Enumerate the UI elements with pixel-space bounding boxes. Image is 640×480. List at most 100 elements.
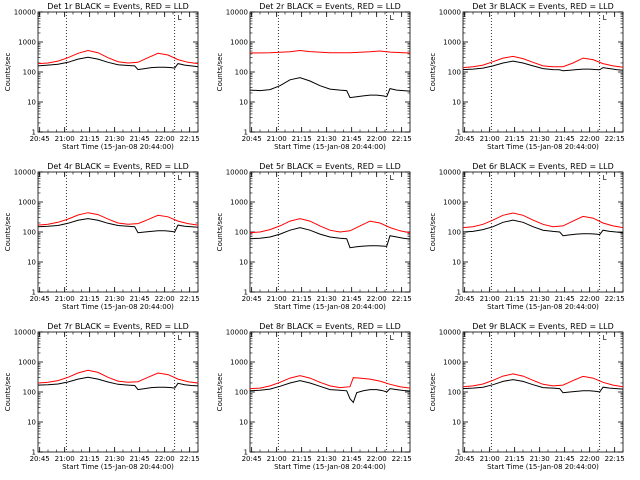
y-tick-label: 10 bbox=[27, 419, 36, 427]
x-tick-label: 21:00 bbox=[480, 295, 500, 303]
x-tick-label: 20:45 bbox=[455, 455, 475, 463]
y-axis-label: Counts/sec bbox=[216, 373, 224, 412]
y-axis-label: Counts/sec bbox=[4, 213, 12, 252]
x-tick-label: 21:00 bbox=[267, 295, 287, 303]
series-line-lld bbox=[37, 369, 199, 384]
detector-panel-9: Det 9r BLACK = Events, RED = LLD 1 10 100 10… bbox=[429, 322, 625, 471]
y-tick-label: 1000 bbox=[18, 359, 36, 367]
x-tick-label: 22:15 bbox=[605, 455, 625, 463]
panel-title: Det 9r BLACK = Events, RED = LLD bbox=[472, 322, 614, 331]
y-tick-label: 10 bbox=[452, 259, 461, 267]
x-tick-label: 21:15 bbox=[80, 135, 100, 143]
x-tick-label: 22:15 bbox=[180, 135, 200, 143]
x-tick-label: 22:15 bbox=[180, 455, 200, 463]
x-tick-label: 22:15 bbox=[392, 135, 412, 143]
x-tick-label: 20:45 bbox=[30, 135, 50, 143]
y-tick-label: 10000 bbox=[226, 9, 248, 17]
x-tick-label: 21:45 bbox=[342, 295, 362, 303]
y-tick-label: 1 bbox=[457, 289, 461, 297]
x-tick-label: 21:15 bbox=[80, 295, 100, 303]
y-tick-label: 100 bbox=[235, 229, 248, 237]
y-tick-label: 1000 bbox=[18, 199, 36, 207]
panel-title: Det 8r BLACK = Events, RED = LLD bbox=[259, 322, 401, 331]
y-tick-label: 1 bbox=[244, 289, 248, 297]
y-tick-label: 10000 bbox=[226, 169, 248, 177]
x-axis-label: Start Time (15-Jan-08 20:44:00) bbox=[274, 303, 386, 311]
x-tick-label: 22:00 bbox=[155, 135, 175, 143]
series-line-lld bbox=[249, 49, 411, 54]
x-tick-label: 21:30 bbox=[105, 135, 125, 143]
y-tick-label: 1 bbox=[32, 449, 36, 457]
marker-annotation: L bbox=[390, 174, 394, 182]
y-tick-label: 1000 bbox=[18, 39, 36, 47]
plot-frame bbox=[462, 171, 624, 293]
x-tick-label: 20:45 bbox=[30, 455, 50, 463]
y-tick-label: 100 bbox=[23, 229, 36, 237]
y-tick-label: 100 bbox=[23, 389, 36, 397]
detector-panel-6: Det 6r BLACK = Events, RED = LLD 1 10 100 10… bbox=[429, 162, 625, 311]
y-tick-label: 1 bbox=[457, 449, 461, 457]
x-tick-label: 21:30 bbox=[530, 295, 550, 303]
marker-annotation: L bbox=[178, 174, 182, 182]
x-tick-label: 21:00 bbox=[480, 135, 500, 143]
series-line-lld bbox=[249, 375, 411, 390]
x-tick-label: 21:00 bbox=[55, 295, 75, 303]
y-tick-label: 100 bbox=[448, 389, 461, 397]
series-line-events bbox=[37, 218, 199, 234]
x-tick-label: 22:15 bbox=[180, 295, 200, 303]
x-tick-label: 22:15 bbox=[392, 455, 412, 463]
series-line-events bbox=[249, 380, 411, 404]
panel-title: Det 4r BLACK = Events, RED = LLD bbox=[47, 162, 189, 171]
y-tick-label: 10000 bbox=[439, 9, 461, 17]
x-axis-label: Start Time (15-Jan-08 20:44:00) bbox=[274, 463, 386, 471]
series-line-lld bbox=[462, 212, 624, 229]
plot-frame bbox=[249, 171, 411, 293]
y-axis-label: Counts/sec bbox=[429, 53, 437, 92]
x-tick-label: 21:15 bbox=[292, 455, 312, 463]
y-axis-label: Counts/sec bbox=[429, 373, 437, 412]
x-tick-label: 22:15 bbox=[605, 295, 625, 303]
x-tick-label: 21:30 bbox=[317, 135, 337, 143]
y-tick-label: 1 bbox=[32, 129, 36, 137]
y-tick-label: 10000 bbox=[226, 329, 248, 337]
x-axis-label: Start Time (15-Jan-08 20:44:00) bbox=[487, 143, 599, 151]
x-axis-label: Start Time (15-Jan-08 20:44:00) bbox=[487, 463, 599, 471]
y-tick-label: 10 bbox=[452, 419, 461, 427]
plot-frame bbox=[37, 11, 199, 133]
y-tick-label: 10000 bbox=[439, 169, 461, 177]
x-tick-label: 22:00 bbox=[367, 135, 387, 143]
panel-title: Det 6r BLACK = Events, RED = LLD bbox=[472, 162, 614, 171]
y-tick-label: 10 bbox=[239, 419, 248, 427]
y-tick-label: 10000 bbox=[14, 9, 36, 17]
x-tick-label: 20:45 bbox=[30, 295, 50, 303]
x-tick-label: 21:45 bbox=[342, 455, 362, 463]
plot-frame bbox=[462, 11, 624, 133]
y-tick-label: 1000 bbox=[230, 359, 248, 367]
plot-frame bbox=[249, 11, 411, 133]
series-line-lld bbox=[462, 373, 624, 388]
x-tick-label: 20:45 bbox=[242, 295, 262, 303]
x-axis-label: Start Time (15-Jan-08 20:44:00) bbox=[274, 143, 386, 151]
y-tick-label: 1000 bbox=[443, 359, 461, 367]
x-tick-label: 22:00 bbox=[155, 455, 175, 463]
marker-annotation: L bbox=[390, 14, 394, 22]
y-tick-label: 1000 bbox=[443, 199, 461, 207]
series-line-events bbox=[462, 379, 624, 394]
x-tick-label: 21:45 bbox=[130, 295, 150, 303]
marker-annotation: L bbox=[178, 334, 182, 342]
detector-panel-4: Det 4r BLACK = Events, RED = LLD 1 10 100 10… bbox=[4, 162, 200, 311]
series-line-events bbox=[37, 56, 199, 71]
y-axis-label: Counts/sec bbox=[4, 373, 12, 412]
y-axis-label: Counts/sec bbox=[216, 53, 224, 92]
x-axis-label: Start Time (15-Jan-08 20:44:00) bbox=[487, 303, 599, 311]
x-axis-label: Start Time (15-Jan-08 20:44:00) bbox=[62, 463, 174, 471]
series-line-events bbox=[249, 77, 411, 99]
y-tick-label: 1 bbox=[457, 129, 461, 137]
y-tick-label: 10 bbox=[239, 259, 248, 267]
plot-frame bbox=[37, 331, 199, 453]
panel-title: Det 1r BLACK = Events, RED = LLD bbox=[47, 2, 189, 11]
series-line-events bbox=[249, 227, 411, 249]
y-tick-label: 10000 bbox=[439, 329, 461, 337]
x-tick-label: 21:30 bbox=[530, 135, 550, 143]
